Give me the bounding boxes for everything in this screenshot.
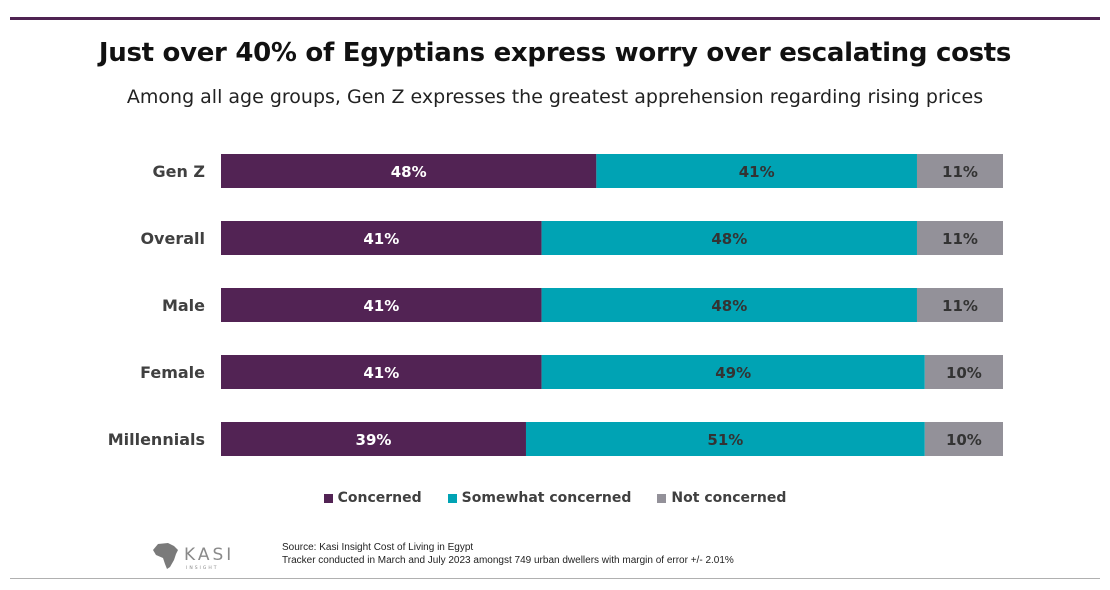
source-line-2: Tracker conducted in March and July 2023… — [282, 555, 734, 566]
source-line-1: Source: Kasi Insight Cost of Living in E… — [282, 542, 474, 553]
bar-segment — [221, 221, 542, 255]
category-label: Male — [162, 296, 205, 315]
top-divider — [10, 17, 1100, 20]
data-label: 41% — [363, 364, 399, 382]
data-label: 10% — [946, 364, 982, 382]
legend-swatch — [447, 493, 457, 503]
category-label: Millennials — [108, 430, 205, 449]
legend-label: Concerned — [337, 490, 422, 506]
data-label: 48% — [391, 163, 427, 181]
data-label: 11% — [942, 297, 978, 315]
bar-segment — [916, 288, 1003, 322]
bar-segment — [916, 154, 1003, 188]
legend-swatch — [657, 493, 667, 503]
legend-item: Concerned — [323, 490, 422, 506]
source-note: Source: Kasi Insight Cost of Living in E… — [282, 541, 734, 567]
legend-swatch — [323, 493, 333, 503]
chart-subtitle: Among all age groups, Gen Z expresses th… — [126, 86, 984, 108]
bar-segment — [924, 355, 1003, 389]
data-label: 48% — [711, 230, 747, 248]
bar-segment — [596, 154, 917, 188]
data-label: 48% — [711, 297, 747, 315]
category-label: Female — [140, 363, 205, 382]
bottom-divider — [10, 578, 1100, 579]
svg-text:INSIGHT: INSIGHT — [186, 565, 219, 571]
data-label: 10% — [946, 431, 982, 449]
bar-segment — [221, 154, 597, 188]
data-label: 41% — [363, 297, 399, 315]
bar-segment — [916, 221, 1003, 255]
bar-segment — [221, 422, 526, 456]
bar-segment — [221, 355, 542, 389]
bar-segment — [221, 288, 542, 322]
legend: Concerned Somewhat concerned Not concerned — [0, 490, 1110, 506]
legend-label: Somewhat concerned — [461, 490, 632, 506]
bar-segment — [541, 221, 917, 255]
data-label: 41% — [363, 230, 399, 248]
data-label: 39% — [356, 431, 392, 449]
bar-segment — [541, 288, 917, 322]
data-label: 41% — [739, 163, 775, 181]
bar-segment — [924, 422, 1003, 456]
data-label: 51% — [707, 431, 743, 449]
data-label: 49% — [715, 364, 751, 382]
svg-text:KASI: KASI — [184, 545, 234, 565]
legend-item: Somewhat concerned — [447, 490, 632, 506]
bar-segment — [541, 355, 925, 389]
data-label: 11% — [942, 230, 978, 248]
legend-label: Not concerned — [671, 490, 787, 506]
bar-segment — [525, 422, 925, 456]
legend-item: Not concerned — [657, 490, 786, 506]
category-label: Gen Z — [152, 162, 205, 181]
kasi-insight-logo: KASI INSIGHT — [153, 543, 234, 571]
data-label: 11% — [942, 163, 978, 181]
category-label: Overall — [140, 229, 205, 248]
chart-title: Just over 40% of Egyptians express worry… — [98, 38, 1012, 68]
